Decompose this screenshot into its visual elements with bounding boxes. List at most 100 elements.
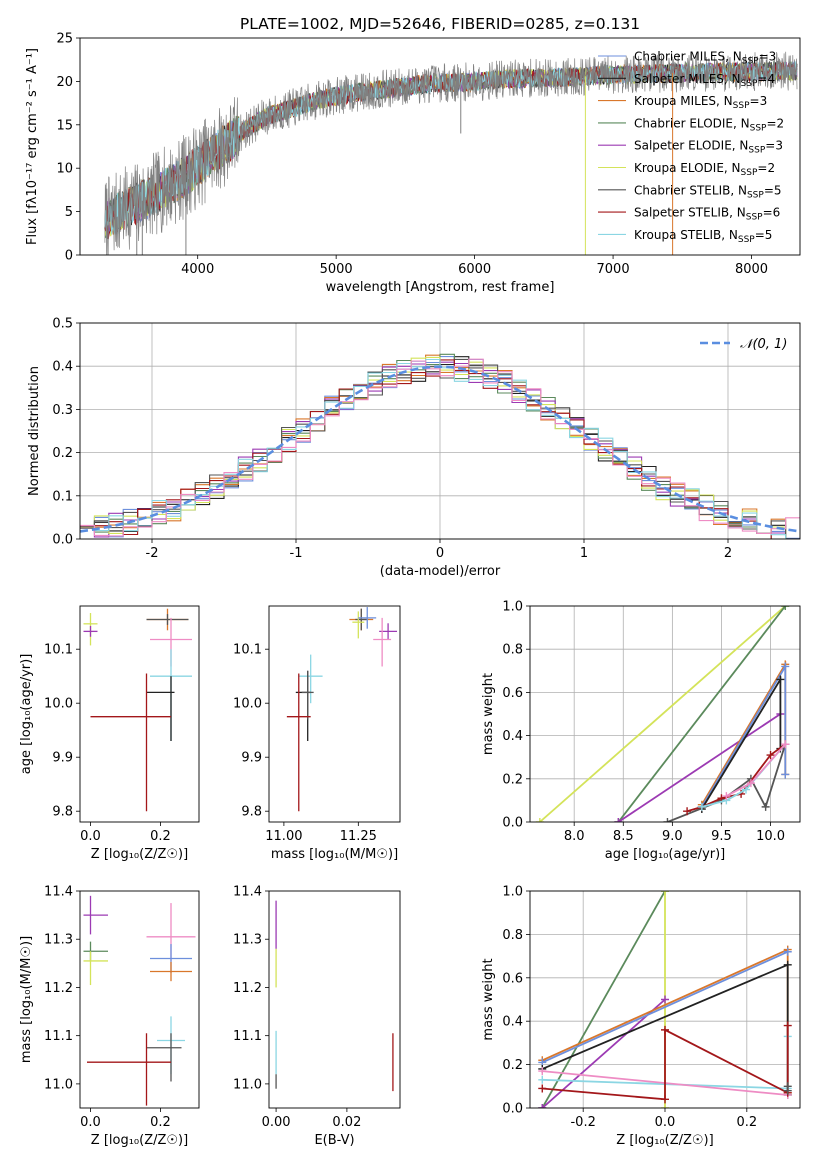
legend-name: Salpeter STELIB, N xyxy=(634,206,746,220)
legend-sub: SSP xyxy=(746,213,763,223)
legend-sub: SSP xyxy=(742,57,759,67)
mass_vs_Z-axes: 0.0 0.2 11.0 11.1 11.2 11.3 11.4 Z [log₁₀(Z/Z☉)… xyxy=(19,885,188,1149)
axis-label-x: mass [log₁₀(M/M☉)] xyxy=(271,847,398,862)
series-marker xyxy=(661,1104,669,1108)
mass_vs_Z-frame xyxy=(79,890,200,1109)
series-marker xyxy=(538,1084,547,1093)
series-line-kroupa_elodie xyxy=(539,606,786,822)
weight_vs_Z-frame xyxy=(529,890,801,1109)
tick-label-y: 25 xyxy=(56,32,73,47)
tick-label-x: 0.0 xyxy=(655,1115,676,1130)
series-marker xyxy=(661,1025,669,1034)
tick-label-y: 11.0 xyxy=(233,1077,262,1092)
tick-label-x: 2 xyxy=(724,546,732,561)
tick-label-x: 9.0 xyxy=(662,829,683,844)
tick-label-y: 0.0 xyxy=(502,1102,523,1117)
mass_vs_ebv-points xyxy=(275,900,394,1092)
series-marker xyxy=(661,1095,669,1104)
tick-label-x: 11.25 xyxy=(340,829,377,844)
tick-label-y: 10.1 xyxy=(233,643,262,658)
tick-label-x: 8.0 xyxy=(564,829,585,844)
tick-label-y: 0.6 xyxy=(502,686,523,701)
axis-label-y: Flux [fλ10⁻¹⁷ erg cm⁻² s⁻¹ A⁻¹] xyxy=(25,48,40,245)
charts-layer: 4000 5000 6000 7000 80000510152025wavelength… xyxy=(19,32,801,1149)
series-marker xyxy=(663,818,672,822)
tick-label-x: 5000 xyxy=(320,262,353,277)
age_vs_Z-axes: 0.0 0.2 9.8 9.9 10.0 10.1 Z [log₁₀(Z/Z☉)] age [… xyxy=(19,643,188,862)
age_vs_Z-frame xyxy=(79,605,200,823)
tick-label-y: 0.2 xyxy=(502,1058,523,1073)
tick-label-x: 4000 xyxy=(181,262,214,277)
age_vs_mass-points xyxy=(286,607,398,812)
legend-item: Chabrier ELODIE, NSSP=2 xyxy=(634,116,784,133)
series-marker xyxy=(781,740,790,749)
axis-label-y: mass weight xyxy=(481,958,496,1040)
tick-label-y: 5 xyxy=(65,205,73,220)
series-marker xyxy=(535,818,544,822)
series-marker xyxy=(776,675,785,684)
histogram-steps xyxy=(80,353,800,539)
tick-label-y: 10.0 xyxy=(44,697,73,712)
tick-label-x: 11.00 xyxy=(265,829,302,844)
tick-label-y: 11.3 xyxy=(44,933,73,948)
axis-label-y: mass weight xyxy=(481,673,496,755)
spectrum-data xyxy=(104,51,798,255)
series-marker xyxy=(783,960,792,969)
tick-label-y: 9.8 xyxy=(52,805,73,820)
tick-label-y: 0.1 xyxy=(52,489,73,504)
tick-label-x: 0 xyxy=(436,546,444,561)
tick-label-y: 0.0 xyxy=(52,533,73,548)
series-marker xyxy=(783,1082,792,1091)
legend-item: Kroupa MILES, NSSP=3 xyxy=(634,94,767,111)
axis-label-y: age [log₁₀(age/yr)] xyxy=(19,654,34,775)
series-marker xyxy=(742,785,750,794)
legend-name: Chabrier ELODIE, N xyxy=(634,116,750,130)
legend-suffix: =3 xyxy=(765,139,783,153)
legend-item: Salpeter STELIB, NSSP=6 xyxy=(634,206,780,223)
tick-label-y: 0 xyxy=(65,249,73,264)
series-marker xyxy=(683,807,692,816)
tick-label-y: 0.2 xyxy=(52,446,73,461)
tick-label-y: 9.9 xyxy=(52,751,73,766)
axis-label-x: Z [log₁₀(Z/Z☉)] xyxy=(91,1133,188,1148)
axis-label-x: E(B-V) xyxy=(314,1133,354,1148)
series-marker xyxy=(781,662,790,671)
legend-name: Chabrier STELIB, N xyxy=(634,183,747,197)
tick-label-y: 11.1 xyxy=(44,1029,73,1044)
legend-suffix: =2 xyxy=(766,116,784,130)
tick-label-y: 10.0 xyxy=(233,697,262,712)
legend-name: Salpeter MILES, N xyxy=(634,72,741,86)
mass_vs_ebv-frame xyxy=(268,890,401,1109)
tick-label-y: 10 xyxy=(56,162,73,177)
legend-item: Salpeter MILES, NSSP=4 xyxy=(634,72,775,89)
series-line-salpeter_stelib xyxy=(686,743,786,813)
histogram-kroupa_stelib xyxy=(80,358,787,539)
tick-label-y: 11.3 xyxy=(233,933,262,948)
tick-label-x: 0.0 xyxy=(80,829,101,844)
series-marker xyxy=(538,1067,547,1076)
series-line-salpeter_stelib xyxy=(542,1025,789,1101)
legend-sub: SSP xyxy=(748,146,765,156)
legend-item: Salpeter ELODIE, NSSP=3 xyxy=(634,139,783,156)
tick-label-y: 20 xyxy=(56,75,73,90)
tick-label-y: 0.0 xyxy=(502,816,523,831)
tick-label-x: 0.02 xyxy=(332,1115,361,1130)
weight_vs_age-axes: 8.0 8.5 9.0 9.5 10.0 0.0 0.2 0.4 0.6 0.8 1.0 age [l… xyxy=(481,600,800,862)
tick-label-y: 11.0 xyxy=(44,1077,73,1092)
legend-sub: SSP xyxy=(750,123,767,133)
legend-sub: SSP xyxy=(741,168,758,178)
weight_vs_age-frame xyxy=(529,605,801,823)
legend-item: Kroupa STELIB, NSSP=5 xyxy=(634,228,772,245)
weight_vs_age-lines xyxy=(535,606,790,822)
legend-suffix: =6 xyxy=(763,206,781,220)
series-marker xyxy=(614,818,623,822)
tick-label-x: -0.2 xyxy=(570,1115,595,1130)
tick-label-y: 0.4 xyxy=(52,360,73,375)
axis-label-x: Z [log₁₀(Z/Z☉)] xyxy=(91,847,188,862)
series-marker xyxy=(746,779,755,788)
series-marker xyxy=(781,770,790,779)
tick-label-y: 0.8 xyxy=(502,928,523,943)
series-marker xyxy=(783,947,792,956)
tick-label-y: 0.6 xyxy=(502,971,523,986)
